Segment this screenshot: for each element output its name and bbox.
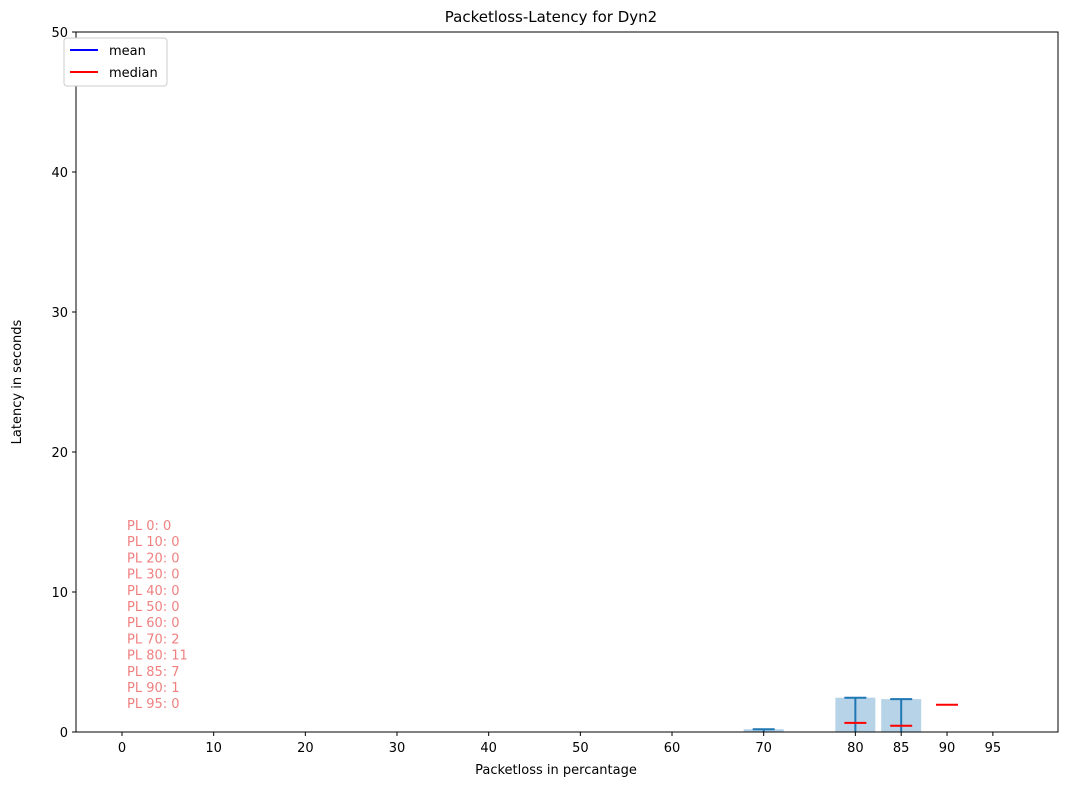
x-tick-label: 90: [939, 741, 956, 756]
count-label: PL 50: 0: [127, 600, 180, 615]
x-axis-label: Packetloss in percantage: [475, 763, 637, 778]
count-label: PL 70: 2: [127, 632, 180, 647]
x-tick-label: 95: [985, 741, 1002, 756]
x-tick-label: 10: [205, 741, 222, 756]
legend-label: mean: [109, 44, 146, 59]
count-label: PL 30: 0: [127, 568, 180, 583]
count-label: PL 10: 0: [127, 535, 180, 550]
y-tick-label: 30: [51, 306, 68, 321]
x-tick-label: 0: [118, 741, 126, 756]
x-tick-label: 60: [664, 741, 681, 756]
count-label: PL 40: 0: [127, 584, 180, 599]
x-tick-label: 80: [847, 741, 864, 756]
count-labels: PL 0: 0PL 10: 0PL 20: 0PL 30: 0PL 40: 0P…: [127, 519, 188, 712]
y-tick-label: 10: [51, 586, 68, 601]
x-tick-label: 30: [389, 741, 406, 756]
count-label: PL 90: 1: [127, 681, 180, 696]
y-tick-label: 0: [60, 726, 68, 741]
count-label: PL 0: 0: [127, 519, 171, 534]
x-tick-label: 50: [572, 741, 589, 756]
x-tick-label: 70: [755, 741, 772, 756]
count-label: PL 80: 11: [127, 649, 188, 664]
count-label: PL 60: 0: [127, 616, 180, 631]
x-tick-label: 20: [297, 741, 314, 756]
x-tick-label: 85: [893, 741, 910, 756]
y-tick-label: 40: [51, 166, 68, 181]
x-tick-label: 40: [480, 741, 497, 756]
chart-title: Packetloss-Latency for Dyn2: [445, 8, 657, 26]
count-label: PL 95: 0: [127, 697, 180, 712]
y-tick-label: 20: [51, 446, 68, 461]
y-axis-label: Latency in seconds: [10, 319, 25, 444]
legend: mean median: [64, 38, 167, 86]
count-label: PL 85: 7: [127, 665, 180, 680]
legend-label: median: [109, 66, 158, 81]
count-label: PL 20: 0: [127, 551, 180, 566]
